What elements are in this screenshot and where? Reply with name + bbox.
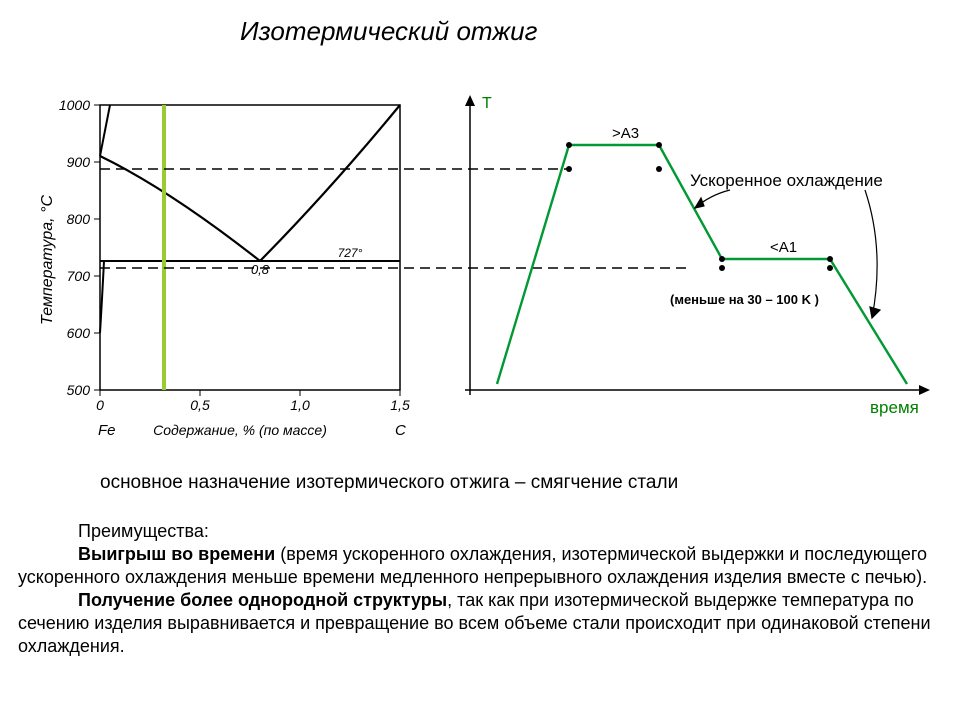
charts-area: 500 600 700 800 900 1000 0 0,5 1,0 xyxy=(30,90,930,460)
delta-branch xyxy=(100,105,110,156)
svg-text:1,0: 1,0 xyxy=(290,397,310,413)
svg-text:600: 600 xyxy=(67,325,91,341)
svg-text:1000: 1000 xyxy=(59,97,90,113)
se-curve xyxy=(260,105,400,261)
page-title: Изотермический отжиг xyxy=(240,16,537,47)
y-axis-label: Температура, °С xyxy=(39,195,56,325)
t-axis-label: T xyxy=(482,95,492,112)
svg-text:1,5: 1,5 xyxy=(390,397,410,413)
time-axis-label: время xyxy=(870,398,919,417)
p1-bold: Выигрыш во времени xyxy=(78,544,275,564)
x-ticks: 0 0,5 1,0 1,5 xyxy=(96,390,410,413)
svg-text:0: 0 xyxy=(96,397,104,413)
gs-curve xyxy=(100,156,260,261)
y-ticks: 500 600 700 800 900 1000 xyxy=(59,97,100,398)
diagram-svg: 500 600 700 800 900 1000 0 0,5 1,0 xyxy=(30,90,930,470)
p2-bold: Получение более однородной структуры xyxy=(78,590,447,610)
annot-delta: (меньше на 30 – 100 K ) xyxy=(670,292,819,307)
annot-a1: <A1 xyxy=(770,239,797,256)
body-text: Преимущества: Выигрыш во времени (время … xyxy=(18,520,940,658)
left-phase-diagram: 500 600 700 800 900 1000 0 0,5 1,0 xyxy=(39,97,690,439)
a1-temp-label: 727° xyxy=(338,246,363,260)
eutectoid-label: 0,8 xyxy=(251,262,270,277)
x-label-fe: Fe xyxy=(98,422,116,439)
x-label-content: Содержание, % (по массе) xyxy=(153,422,327,438)
subtitle-text: основное назначение изотермического отжи… xyxy=(100,472,678,494)
svg-text:0,5: 0,5 xyxy=(190,397,210,413)
svg-text:500: 500 xyxy=(67,382,91,398)
advantages-label: Преимущества: xyxy=(78,521,209,541)
right-schedule-diagram: T время >A3 <A1 (меньше на 30 – 100 K ) xyxy=(465,95,930,417)
svg-text:800: 800 xyxy=(67,211,91,227)
annot-cooling: Ускоренное охлаждение xyxy=(690,171,883,190)
x-label-c: C xyxy=(395,422,406,439)
annot-a3: >A3 xyxy=(612,125,639,142)
svg-text:900: 900 xyxy=(67,154,91,170)
svg-text:700: 700 xyxy=(67,268,91,284)
